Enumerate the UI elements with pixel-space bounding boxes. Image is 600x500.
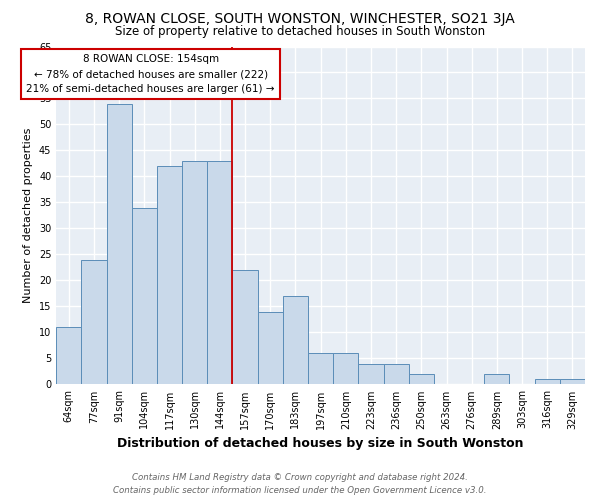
Bar (182, 161, 207, 384)
Bar (56, 327, 82, 384)
Text: 8, ROWAN CLOSE, SOUTH WONSTON, WINCHESTER, SO21 3JA: 8, ROWAN CLOSE, SOUTH WONSTON, WINCHESTE… (85, 12, 515, 26)
Bar (132, 208, 157, 384)
Bar (232, 270, 257, 384)
Bar (383, 364, 409, 384)
Text: Contains HM Land Registry data © Crown copyright and database right 2024.
Contai: Contains HM Land Registry data © Crown c… (113, 474, 487, 495)
Bar (484, 374, 509, 384)
Bar (283, 296, 308, 384)
Bar (308, 353, 333, 384)
Bar (107, 104, 132, 384)
Text: 8 ROWAN CLOSE: 154sqm
← 78% of detached houses are smaller (222)
21% of semi-det: 8 ROWAN CLOSE: 154sqm ← 78% of detached … (26, 54, 275, 94)
Bar (535, 379, 560, 384)
X-axis label: Distribution of detached houses by size in South Wonston: Distribution of detached houses by size … (118, 437, 524, 450)
Bar (560, 379, 585, 384)
Bar (358, 364, 383, 384)
Bar (409, 374, 434, 384)
Bar (257, 312, 283, 384)
Bar (157, 166, 182, 384)
Text: Size of property relative to detached houses in South Wonston: Size of property relative to detached ho… (115, 25, 485, 38)
Bar (333, 353, 358, 384)
Bar (82, 260, 107, 384)
Y-axis label: Number of detached properties: Number of detached properties (23, 128, 33, 303)
Bar (207, 161, 232, 384)
